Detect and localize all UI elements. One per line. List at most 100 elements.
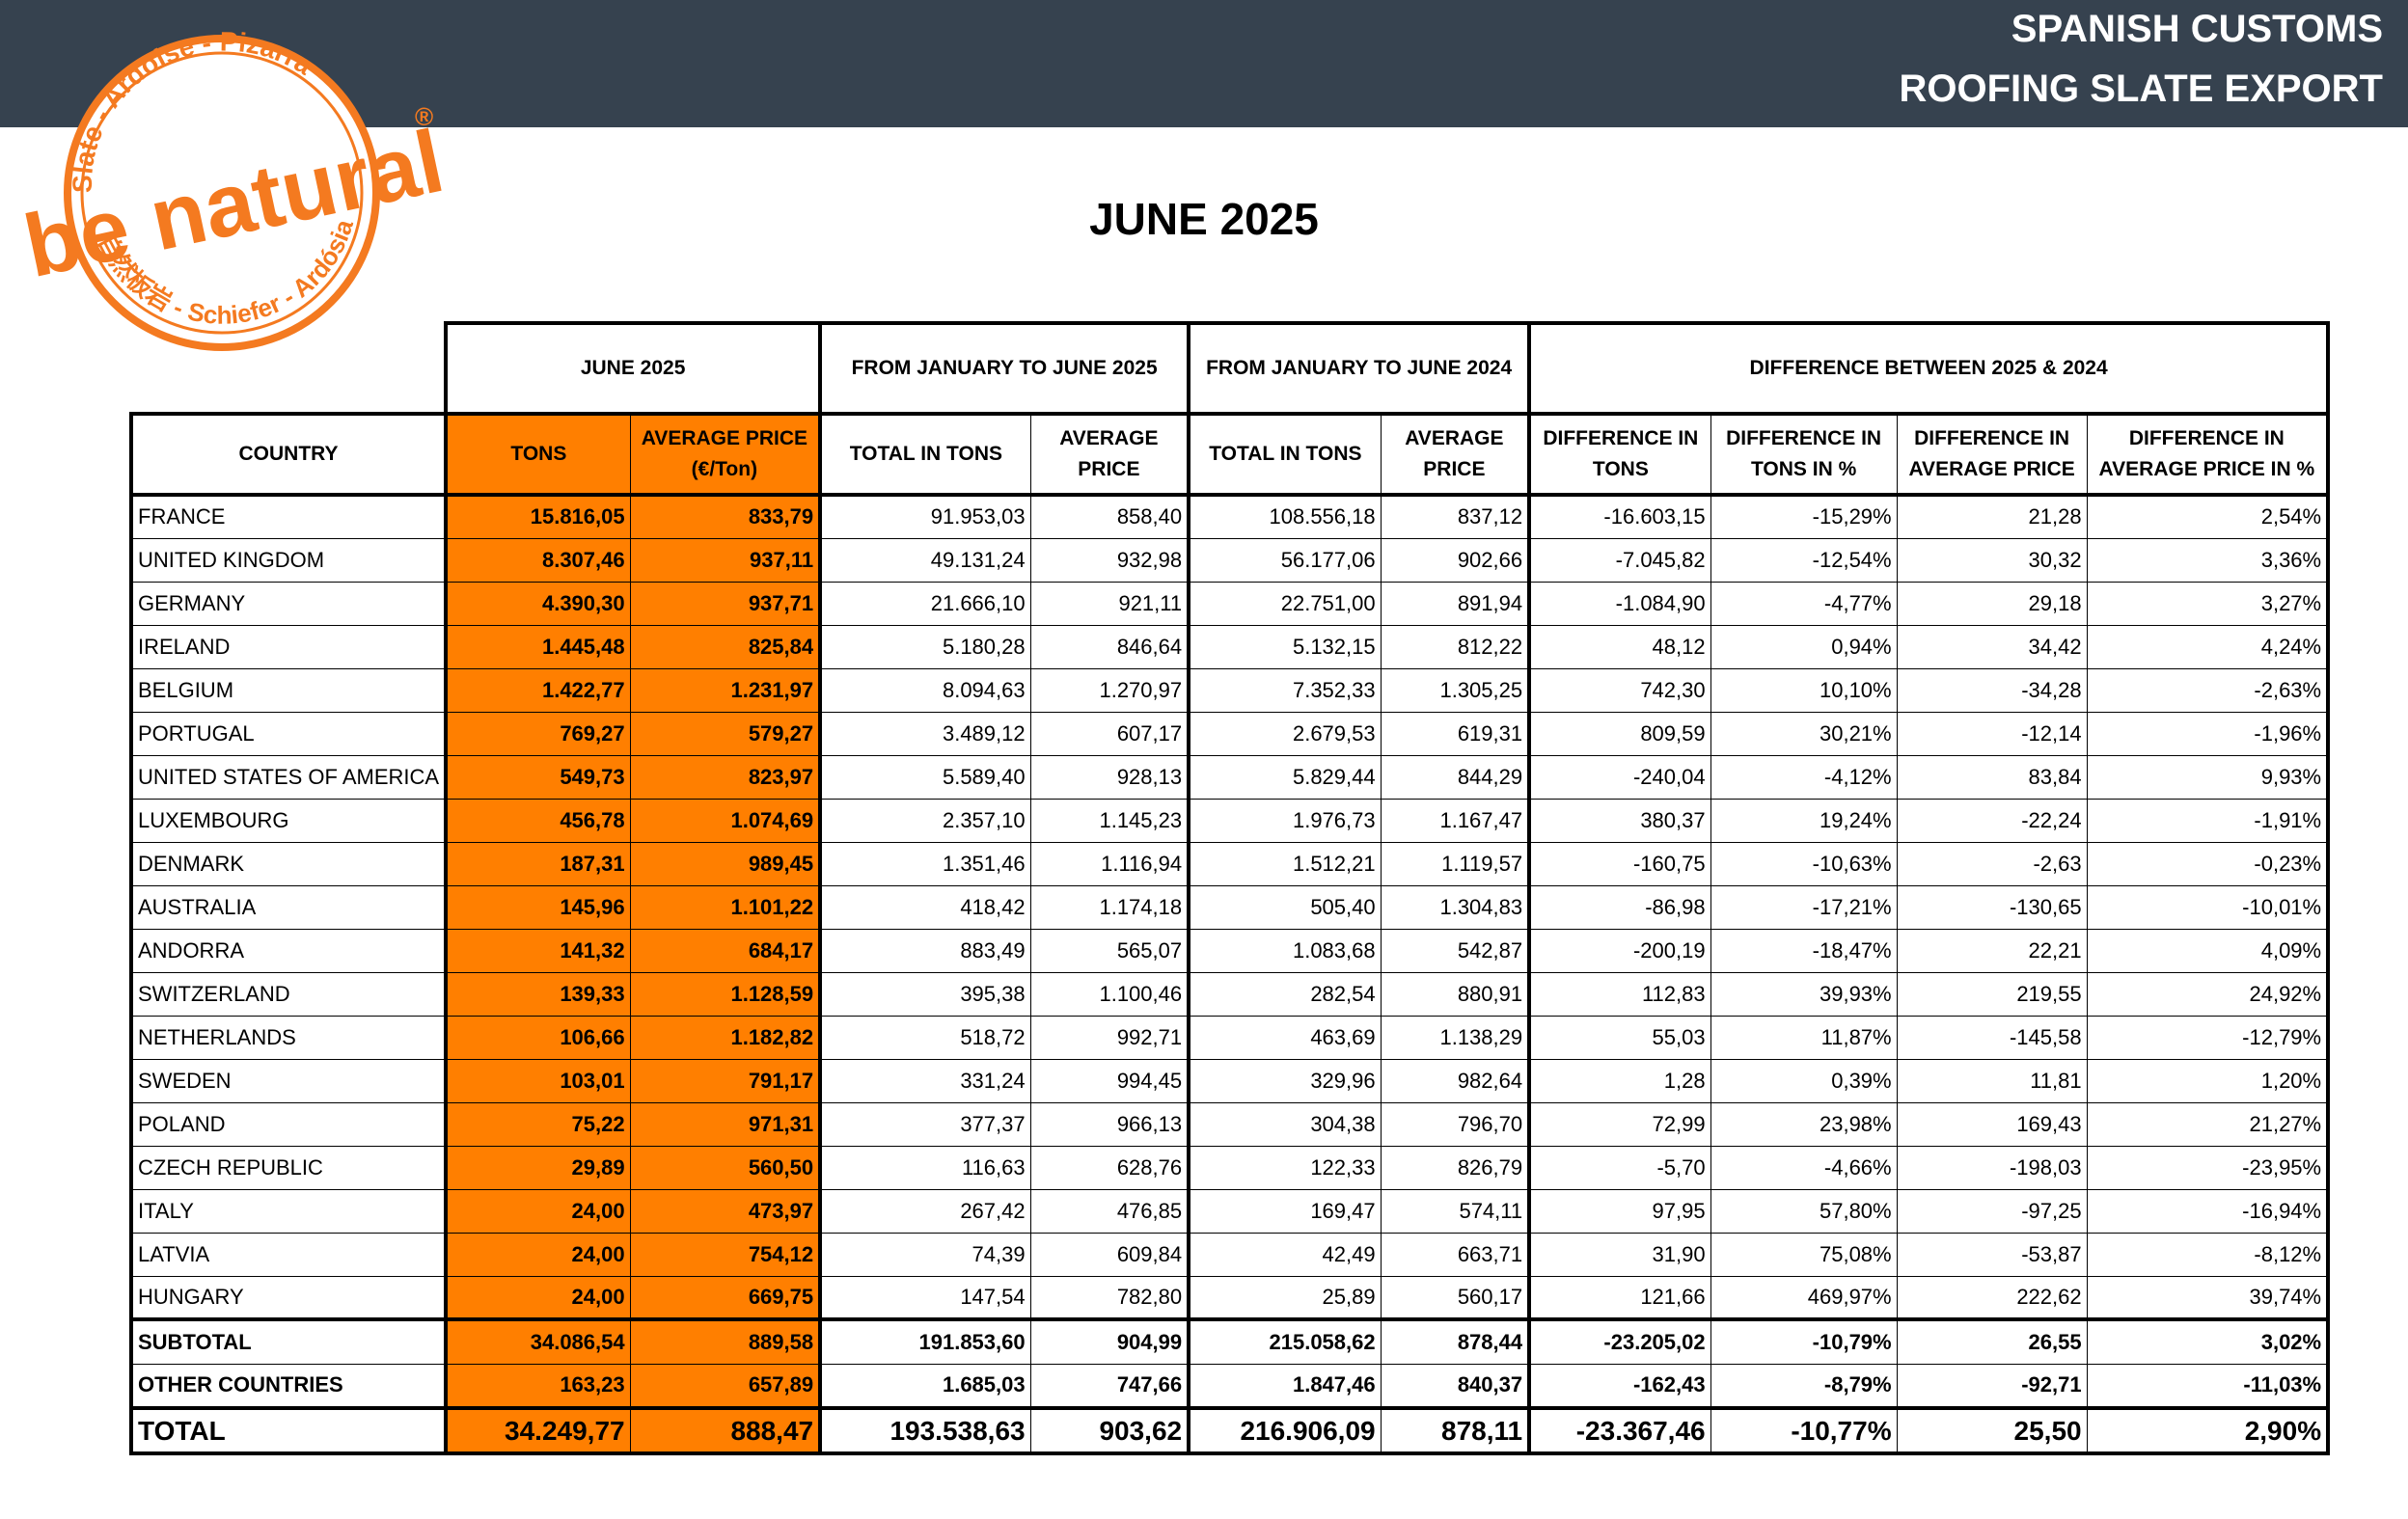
value-cell: -92,71 — [1896, 1363, 2088, 1409]
value-cell: 418,42 — [818, 884, 1031, 930]
value-cell: 684,17 — [629, 928, 823, 973]
country-cell: UNITED STATES OF AMERICA — [128, 754, 449, 800]
value-cell: 992,71 — [1029, 1015, 1191, 1060]
value-cell: -0,23% — [2086, 841, 2331, 886]
value-cell: 141,32 — [444, 928, 631, 973]
value-cell: 889,58 — [629, 1317, 823, 1365]
value-cell: 282,54 — [1187, 971, 1382, 1017]
data-row: UNITED KINGDOM 8.307,46 937,11 49.131,24 932… — [128, 537, 2331, 583]
total-row: TOTAL 34.249,77 888,47 193.538,63 903,62 216.… — [128, 1406, 2331, 1455]
value-cell: 56.177,06 — [1187, 537, 1382, 583]
value-cell: -16.603,15 — [1527, 494, 1711, 539]
value-cell: 121,66 — [1527, 1275, 1711, 1320]
value-cell: 34.249,77 — [444, 1406, 631, 1455]
data-row: HUNGARY 24,00 669,75 147,54 782,80 25,89 560,1… — [128, 1275, 2331, 1320]
column-header: AVERAGE PRICE (€/Ton) — [629, 412, 823, 497]
data-row: SWITZERLAND 139,33 1.128,59 395,38 1.100,46 2… — [128, 971, 2331, 1017]
value-cell: -12,79% — [2086, 1015, 2331, 1060]
country-cell: LUXEMBOURG — [128, 798, 449, 843]
value-cell: 663,71 — [1380, 1232, 1532, 1277]
value-cell: 476,85 — [1029, 1188, 1191, 1234]
value-cell: 169,47 — [1187, 1188, 1382, 1234]
value-cell: -4,77% — [1710, 581, 1898, 626]
value-cell: 24,92% — [2086, 971, 2331, 1017]
value-cell: 837,12 — [1380, 494, 1532, 539]
value-cell: 8.307,46 — [444, 537, 631, 583]
data-row: NETHERLANDS 106,66 1.182,82 518,72 992,71 463… — [128, 1015, 2331, 1060]
value-cell: -7.045,82 — [1527, 537, 1711, 583]
other-row: OTHER COUNTRIES 163,23 657,89 1.685,03 747,6… — [128, 1363, 2331, 1409]
value-cell: 1.145,23 — [1029, 798, 1191, 843]
value-cell: 5.132,15 — [1187, 624, 1382, 669]
data-row: ITALY 24,00 473,97 267,42 476,85 169,47 574,11… — [128, 1188, 2331, 1234]
column-header: TONS — [444, 412, 631, 497]
value-cell: -2,63 — [1896, 841, 2088, 886]
value-cell: 24,00 — [444, 1188, 631, 1234]
value-cell: 809,59 — [1527, 711, 1711, 756]
value-cell: 1.305,25 — [1380, 667, 1532, 713]
value-cell: 0,94% — [1710, 624, 1898, 669]
value-cell: 1.445,48 — [444, 624, 631, 669]
value-cell: 145,96 — [444, 884, 631, 930]
value-cell: 3,36% — [2086, 537, 2331, 583]
value-cell: 222,62 — [1896, 1275, 2088, 1320]
data-row: LUXEMBOURG 456,78 1.074,69 2.357,10 1.145,23… — [128, 798, 2331, 843]
blank-cell — [131, 323, 446, 414]
value-cell: 216.906,09 — [1187, 1406, 1382, 1455]
value-cell: 116,63 — [818, 1145, 1031, 1190]
value-cell: -8,12% — [2086, 1232, 2331, 1277]
value-cell: 163,23 — [444, 1363, 631, 1409]
value-cell: 21.666,10 — [818, 581, 1031, 626]
value-cell: 83,84 — [1896, 754, 2088, 800]
value-cell: 518,72 — [818, 1015, 1031, 1060]
value-cell: 25,89 — [1187, 1275, 1382, 1320]
value-cell: 380,37 — [1527, 798, 1711, 843]
value-cell: 1.174,18 — [1029, 884, 1191, 930]
value-cell: 395,38 — [818, 971, 1031, 1017]
value-cell: 304,38 — [1187, 1101, 1382, 1147]
value-cell: -34,28 — [1896, 667, 2088, 713]
value-cell: 846,64 — [1029, 624, 1191, 669]
value-cell: 858,40 — [1029, 494, 1191, 539]
value-cell: 103,01 — [444, 1058, 631, 1103]
value-cell: 1.351,46 — [818, 841, 1031, 886]
value-cell: -53,87 — [1896, 1232, 2088, 1277]
value-cell: 549,73 — [444, 754, 631, 800]
value-cell: 5.589,40 — [818, 754, 1031, 800]
value-cell: -198,03 — [1896, 1145, 2088, 1190]
value-cell: 932,98 — [1029, 537, 1191, 583]
value-cell: 26,55 — [1896, 1317, 2088, 1365]
subtotal-row: SUBTOTAL 34.086,54 889,58 191.853,60 904,99 2… — [128, 1317, 2331, 1365]
value-cell: 669,75 — [629, 1275, 823, 1320]
value-cell: 1.074,69 — [629, 798, 823, 843]
value-cell: -1,91% — [2086, 798, 2331, 843]
value-cell: 560,50 — [629, 1145, 823, 1190]
header-title: SPANISH CUSTOMS — [2011, 8, 2383, 50]
value-cell: 463,69 — [1187, 1015, 1382, 1060]
value-cell: -145,58 — [1896, 1015, 2088, 1060]
country-cell: BELGIUM — [128, 667, 449, 713]
country-cell: POLAND — [128, 1101, 449, 1147]
value-cell: -2,63% — [2086, 667, 2331, 713]
column-header: DIFFERENCE IN TONS IN % — [1710, 412, 1898, 497]
value-cell: 4,24% — [2086, 624, 2331, 669]
value-cell: 31,90 — [1527, 1232, 1711, 1277]
logo: Slate - Ardoise - Pizarra 自然板岩 - Schiefe… — [16, 27, 452, 351]
value-cell: -15,29% — [1710, 494, 1898, 539]
value-cell: 1,28 — [1527, 1058, 1711, 1103]
value-cell: 1.101,22 — [629, 884, 823, 930]
value-cell: 826,79 — [1380, 1145, 1532, 1190]
value-cell: -12,14 — [1896, 711, 2088, 756]
value-cell: 1.685,03 — [818, 1363, 1031, 1409]
value-cell: 72,99 — [1527, 1101, 1711, 1147]
country-cell: ITALY — [128, 1188, 449, 1234]
value-cell: -10,79% — [1710, 1317, 1898, 1365]
value-cell: 34.086,54 — [444, 1317, 631, 1365]
value-cell: 782,80 — [1029, 1275, 1191, 1320]
value-cell: 22,21 — [1896, 928, 2088, 973]
value-cell: 747,66 — [1029, 1363, 1191, 1409]
value-cell: 30,32 — [1896, 537, 2088, 583]
value-cell: 1.167,47 — [1380, 798, 1532, 843]
value-cell: 9,93% — [2086, 754, 2331, 800]
value-cell: 215.058,62 — [1187, 1317, 1382, 1365]
